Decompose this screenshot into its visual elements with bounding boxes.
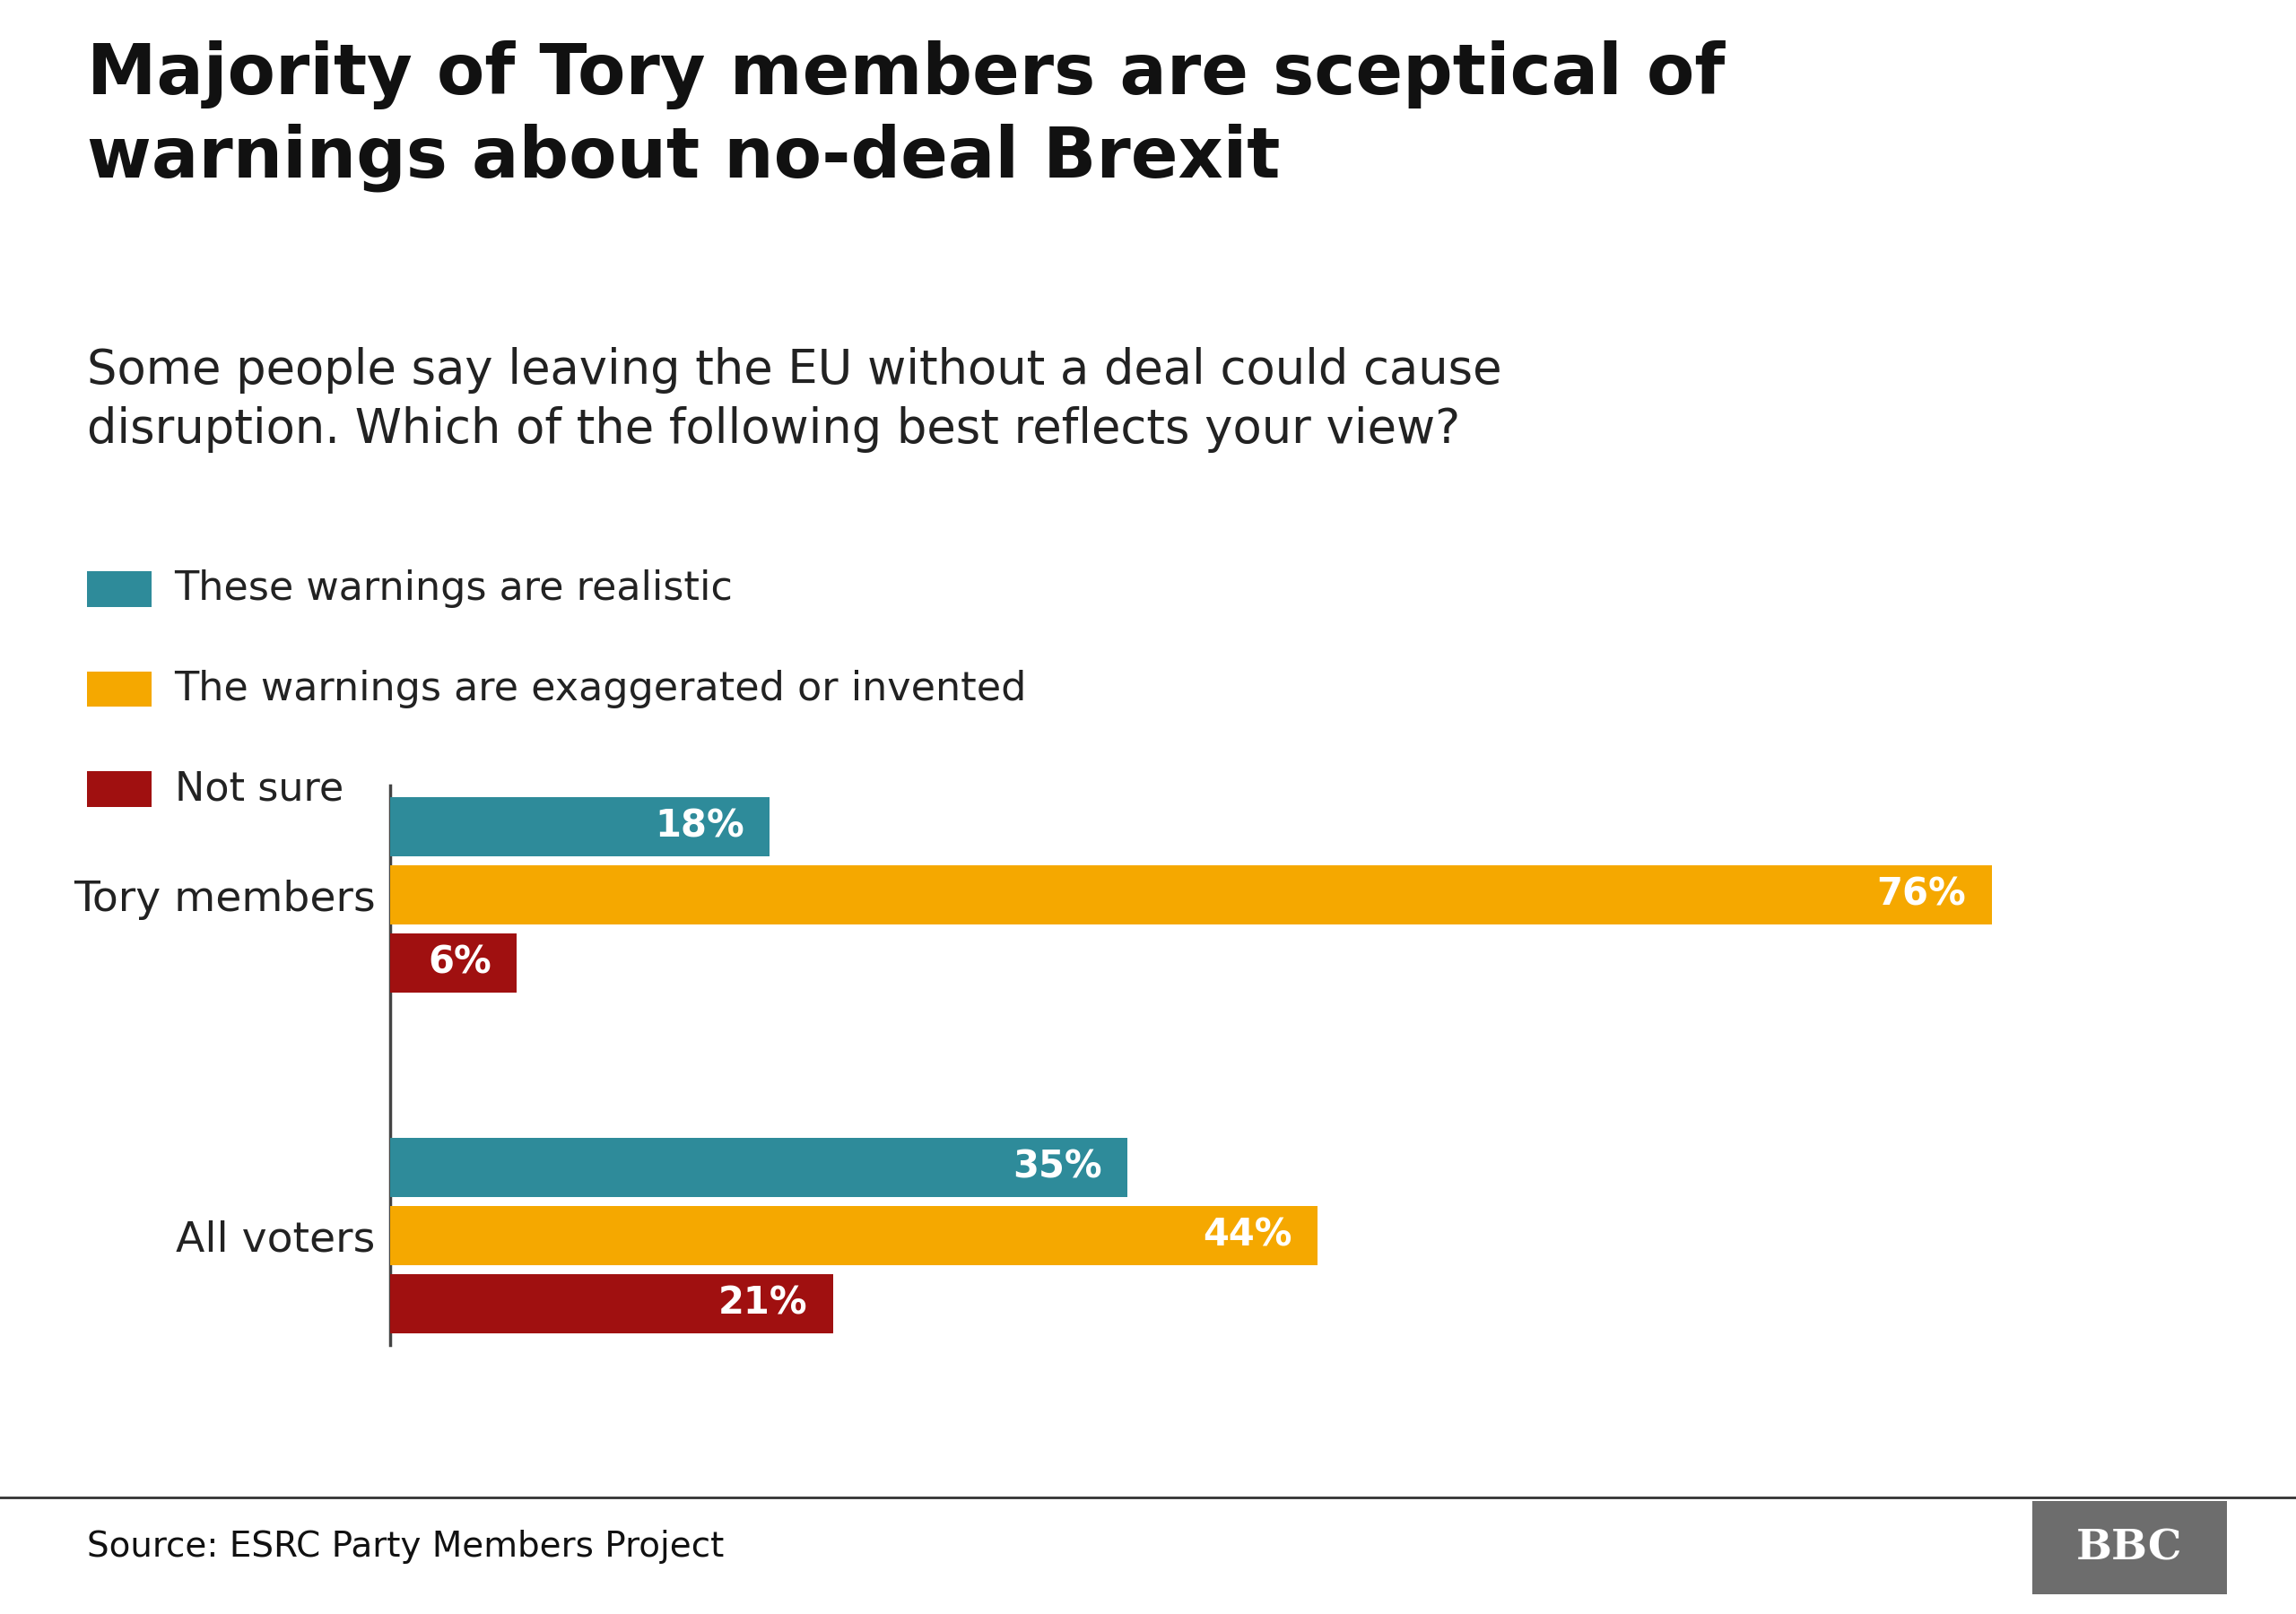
Bar bbox=[390, 933, 517, 993]
Text: 35%: 35% bbox=[1013, 1149, 1102, 1186]
Bar bbox=[390, 1273, 833, 1333]
Text: These warnings are realistic: These warnings are realistic bbox=[174, 570, 732, 608]
Text: Not sure: Not sure bbox=[174, 770, 344, 809]
Text: 18%: 18% bbox=[654, 809, 744, 846]
Text: 6%: 6% bbox=[427, 944, 491, 981]
Text: 21%: 21% bbox=[719, 1285, 808, 1322]
Bar bbox=[390, 1138, 1127, 1198]
Bar bbox=[390, 797, 769, 857]
Text: BBC: BBC bbox=[2076, 1527, 2183, 1569]
Bar bbox=[390, 1206, 1318, 1265]
Text: 76%: 76% bbox=[1876, 876, 1965, 914]
Text: Some people say leaving the EU without a deal could cause
disruption. Which of t: Some people say leaving the EU without a… bbox=[87, 347, 1502, 454]
Text: Source: ESRC Party Members Project: Source: ESRC Party Members Project bbox=[87, 1530, 723, 1564]
Text: Majority of Tory members are sceptical of
warnings about no-deal Brexit: Majority of Tory members are sceptical o… bbox=[87, 40, 1724, 192]
Text: The warnings are exaggerated or invented: The warnings are exaggerated or invented bbox=[174, 670, 1026, 709]
Text: 44%: 44% bbox=[1203, 1217, 1293, 1254]
Bar bbox=[390, 865, 1991, 925]
